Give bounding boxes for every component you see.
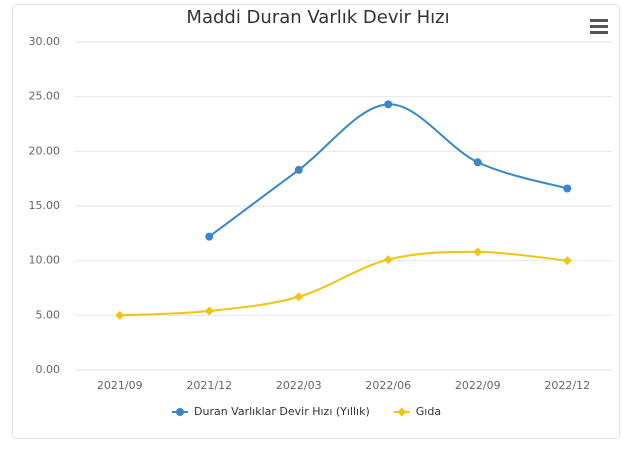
chart-title: Maddi Duran Varlık Devir Hızı <box>186 7 449 28</box>
x-tick-label: 2021/09 <box>97 379 143 392</box>
series-line <box>119 250 568 317</box>
data-point <box>294 292 304 302</box>
x-tick-label: 2022/03 <box>276 379 322 392</box>
data-point <box>562 256 572 266</box>
data-point <box>115 310 125 320</box>
menu-button[interactable] <box>590 19 608 34</box>
x-tick-label: 2021/12 <box>186 379 232 392</box>
data-point <box>204 306 214 316</box>
x-tick-label: 2022/06 <box>365 379 411 392</box>
data-point <box>176 408 184 416</box>
y-tick-label: 25.00 <box>29 90 61 103</box>
data-point <box>205 232 214 241</box>
legend-label: Duran Varlıklar Devir Hızı (Yıllık) <box>194 405 370 418</box>
y-tick-label: 10.00 <box>29 254 61 267</box>
y-tick-label: 5.00 <box>36 308 61 321</box>
legend-label: Gıda <box>416 405 441 418</box>
data-point <box>384 100 393 109</box>
data-point <box>473 158 482 167</box>
data-point <box>473 247 483 257</box>
data-point <box>397 407 407 417</box>
data-point <box>383 255 393 265</box>
x-tick-label: 2022/12 <box>544 379 590 392</box>
y-tick-label: 20.00 <box>29 144 61 157</box>
y-tick-label: 15.00 <box>29 199 61 212</box>
x-tick-label: 2022/09 <box>455 379 501 392</box>
card <box>12 4 620 439</box>
y-tick-label: 30.00 <box>29 35 61 48</box>
data-point <box>294 165 303 174</box>
data-point <box>563 184 572 193</box>
y-tick-label: 0.00 <box>36 363 61 376</box>
